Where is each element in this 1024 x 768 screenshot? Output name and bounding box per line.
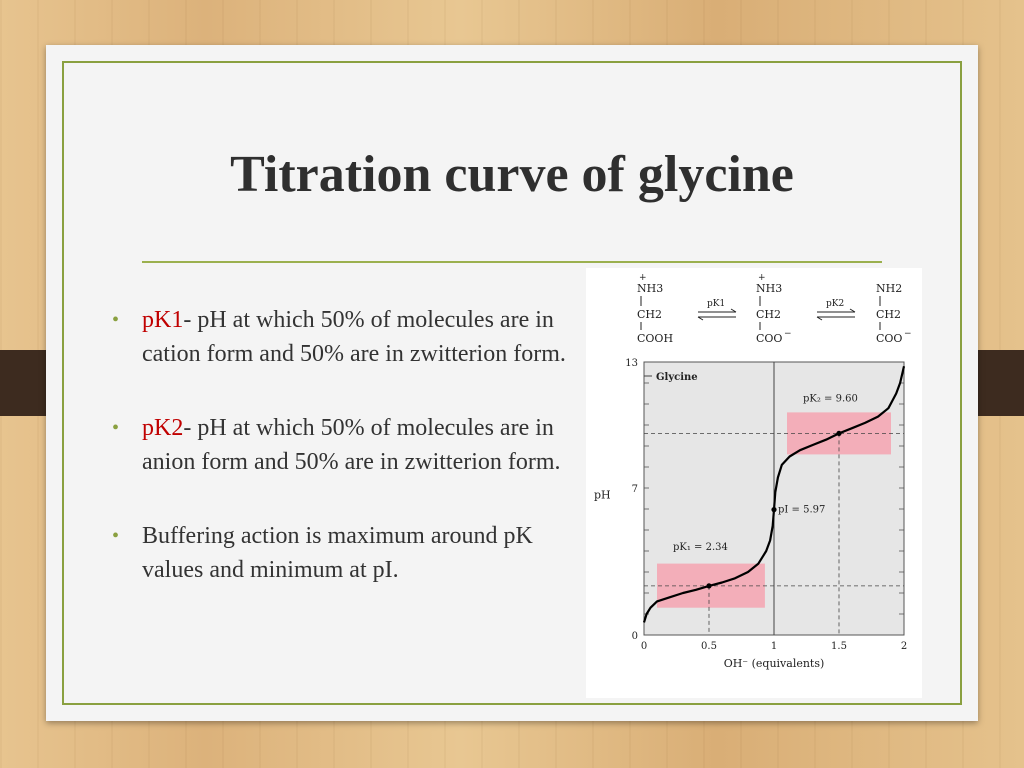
bullet-list: • pK1- pH at which 50% of molecules are … (110, 303, 570, 627)
species-mid-group: CH2 (637, 308, 662, 321)
y-axis-label: pH (594, 489, 611, 502)
slide-border (62, 61, 962, 705)
bullet-item-pk2: • pK2- pH at which 50% of molecules are … (110, 411, 570, 479)
species-bottom-group: COO (876, 332, 902, 345)
titration-chart: pK₁ = 2.34 pI = 5.97 pK₂ = 9.60 Glycine 0 0.5… (594, 358, 907, 670)
y-tick-label: 0 (632, 631, 638, 642)
x-tick-label: 1.5 (831, 641, 847, 652)
species-anion: NH2 CH2 COO − (876, 282, 912, 345)
arrow-head (730, 308, 737, 313)
charge-label: − (784, 329, 792, 339)
arrow-head (849, 308, 856, 313)
bullet-text: - pH at which 50% of molecules are in an… (142, 415, 561, 475)
bullet-term: pK2 (142, 415, 184, 441)
annotation-label: pK₂ = 9.60 (803, 393, 858, 404)
x-tick-label: 0 (641, 641, 647, 652)
species-zwitterion: + NH3 CH2 COO − (756, 273, 792, 345)
annotation-point (771, 507, 777, 513)
species-bottom-group: COOH (637, 332, 673, 345)
annotation-point (706, 583, 712, 589)
bullet-icon: • (112, 525, 120, 547)
arrow-head (816, 316, 823, 321)
x-axis-label: OH⁻ (equivalents) (724, 657, 825, 670)
species-top-group: NH3 (756, 282, 782, 295)
arrow-label: pK2 (826, 299, 844, 309)
annotation-label: pK₁ = 2.34 (673, 542, 728, 553)
bullet-term: pK1 (142, 307, 184, 333)
charge-label: + (758, 273, 766, 283)
x-tick-label: 0.5 (701, 641, 717, 652)
inset-label: Glycine (656, 372, 698, 383)
species-top-group: NH3 (637, 282, 663, 295)
species-cation: + NH3 CH2 COOH (637, 273, 673, 345)
bullet-item-pk1: • pK1- pH at which 50% of molecules are … (110, 303, 570, 371)
charge-label: + (639, 273, 647, 283)
y-tick-label: 7 (632, 484, 638, 495)
bullet-text: - pH at which 50% of molecules are in ca… (142, 307, 566, 367)
annotation-label: pI = 5.97 (778, 505, 825, 516)
bullet-icon: • (112, 309, 120, 331)
x-tick-label: 2 (901, 641, 907, 652)
y-tick-label: 13 (625, 358, 638, 369)
bullet-item-buffering: • Buffering action is maximum around pK … (110, 519, 570, 587)
bullet-text: Buffering action is maximum around pK va… (142, 523, 533, 583)
title-divider (142, 261, 882, 263)
equilibrium-arrow-2: pK2 (816, 299, 856, 321)
bullet-icon: • (112, 417, 120, 439)
x-tick-label: 1 (771, 641, 777, 652)
titration-figure: + NH3 CH2 COOH pK1 + NH3 CH2 (586, 268, 922, 698)
ionization-scheme: + NH3 CH2 COOH pK1 + NH3 CH2 (637, 273, 912, 345)
arrow-label: pK1 (707, 299, 725, 309)
annotation-point (836, 430, 842, 436)
slide: Titration curve of glycine • pK1- pH at … (46, 45, 978, 721)
equilibrium-arrow-1: pK1 (697, 299, 737, 321)
arrow-head (697, 316, 704, 321)
species-mid-group: CH2 (756, 308, 781, 321)
slide-title: Titration curve of glycine (230, 146, 794, 203)
species-top-group: NH2 (876, 282, 902, 295)
charge-label: − (904, 329, 912, 339)
species-bottom-group: COO (756, 332, 782, 345)
species-mid-group: CH2 (876, 308, 901, 321)
